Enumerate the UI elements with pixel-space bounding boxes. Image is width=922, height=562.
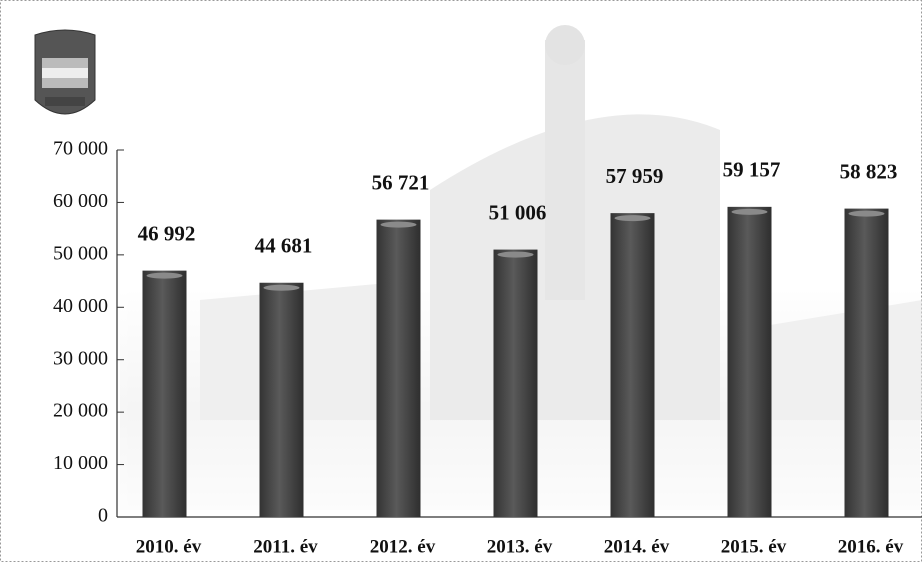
bar-top xyxy=(263,284,300,291)
bar-top xyxy=(614,215,651,222)
bar-top xyxy=(497,251,534,258)
value-label: 56 721 xyxy=(372,170,430,194)
bar xyxy=(142,270,187,517)
x-tick-label: 2014. év xyxy=(604,536,670,557)
y-tick-label: 30 000 xyxy=(53,347,108,369)
y-tick-label: 40 000 xyxy=(53,295,108,317)
bar xyxy=(493,249,538,517)
x-tick-label: 2013. év xyxy=(487,536,553,557)
bar xyxy=(727,206,772,517)
y-tick-label: 60 000 xyxy=(53,190,108,212)
value-label: 58 823 xyxy=(840,159,898,183)
police-badge xyxy=(34,29,96,115)
value-label: 59 157 xyxy=(723,158,781,182)
value-label: 46 992 xyxy=(138,221,196,245)
bar xyxy=(610,213,655,517)
x-tick-label: 2011. év xyxy=(253,536,318,557)
y-tick-label: 10 000 xyxy=(53,452,108,474)
value-label: 44 681 xyxy=(255,234,313,258)
bar-top xyxy=(731,208,768,215)
y-tick-label: 70 000 xyxy=(53,138,108,160)
x-tick-label: 2015. év xyxy=(721,536,787,557)
value-label: 57 959 xyxy=(606,164,664,188)
value-label: 51 006 xyxy=(489,200,547,224)
bar xyxy=(259,282,304,517)
x-tick-label: 2012. év xyxy=(370,536,436,557)
bar-top xyxy=(380,221,417,228)
y-tick-label: 0 xyxy=(98,505,108,527)
x-tick-label: 2010. év xyxy=(136,536,202,557)
bar xyxy=(844,208,889,517)
y-tick-label: 20 000 xyxy=(53,400,108,422)
x-tick-label: 2016. év xyxy=(838,536,904,557)
bar-top xyxy=(848,210,885,217)
y-tick-label: 50 000 xyxy=(53,242,108,264)
bar xyxy=(376,219,421,517)
bar-top xyxy=(146,272,183,279)
